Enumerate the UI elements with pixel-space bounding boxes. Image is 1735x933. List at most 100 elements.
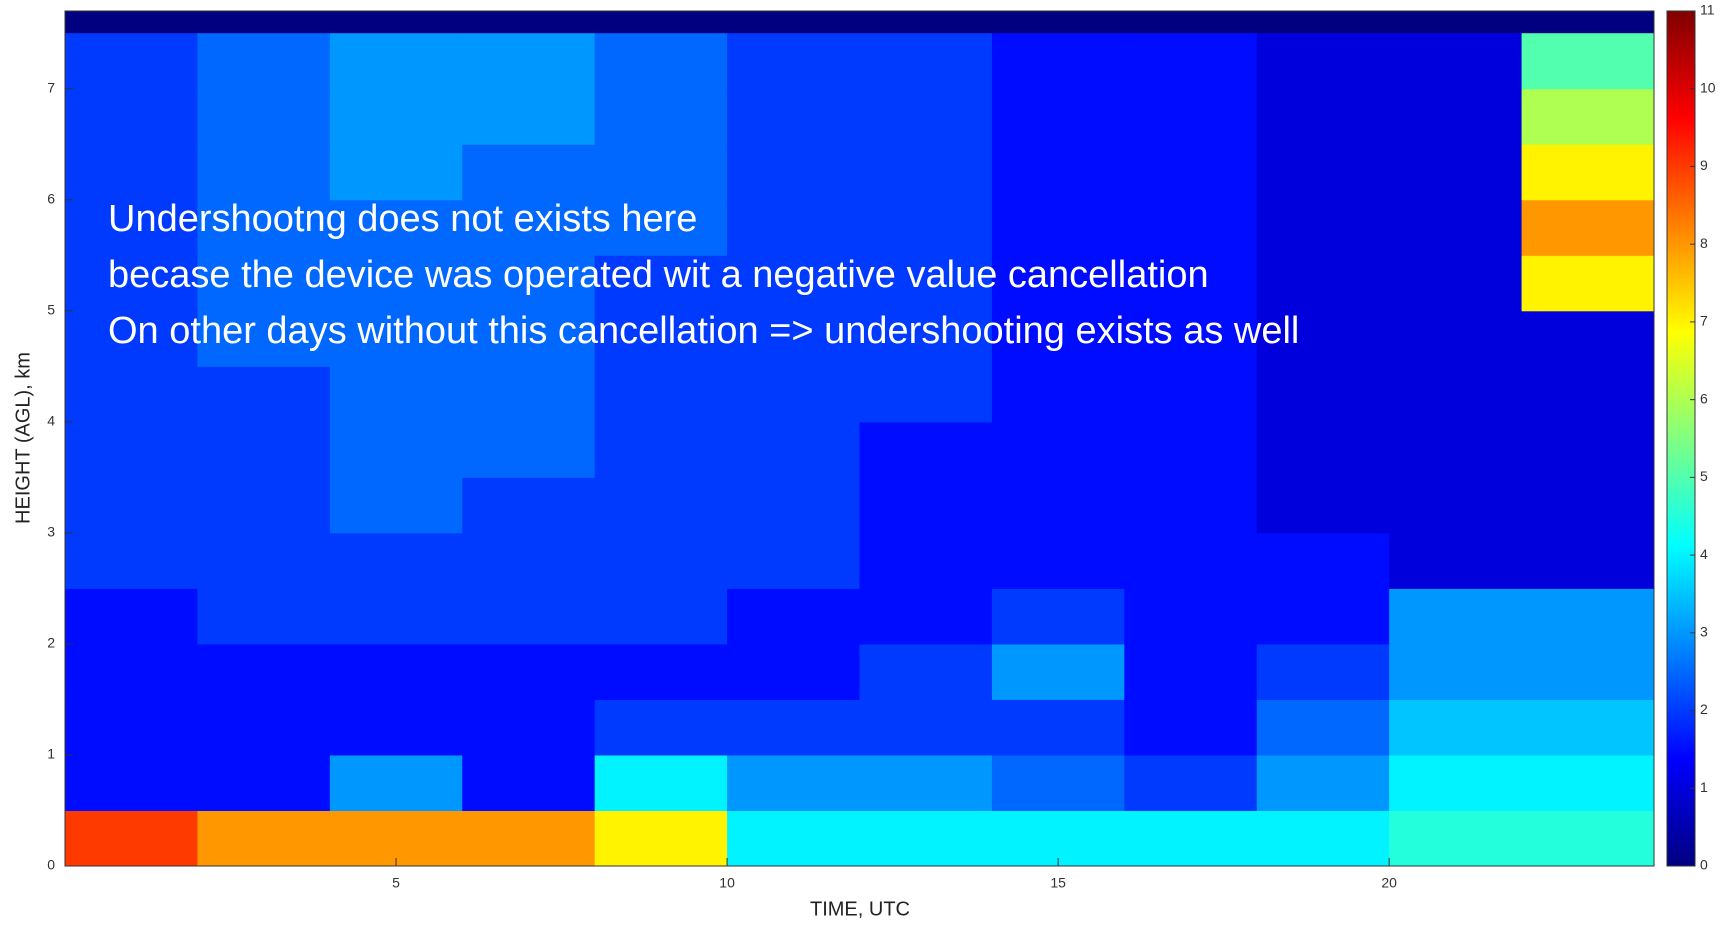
annotation: Undershootng does not exists here	[108, 198, 697, 240]
heatmap-cell	[1124, 699, 1258, 756]
heatmap-cell	[1256, 477, 1390, 534]
heatmap-cell	[991, 588, 1125, 645]
y-tick-label: 0	[47, 857, 55, 873]
heatmap-cell	[1256, 588, 1390, 645]
heatmap-cell	[462, 532, 596, 589]
heatmap-cell	[197, 310, 331, 367]
y-tick-label: 6	[47, 190, 55, 206]
heatmap-cell	[462, 810, 596, 866]
heatmap-cell	[859, 199, 993, 256]
heatmap-cell	[859, 643, 993, 700]
heatmap-cell	[1124, 366, 1258, 423]
heatmap-cell	[1124, 421, 1258, 478]
heatmap-cell	[1124, 588, 1258, 645]
heatmap-cell	[1124, 643, 1258, 700]
heatmap-cell	[859, 255, 993, 312]
heatmap-cell	[1521, 588, 1654, 645]
colorbar-tick-label: 5	[1700, 468, 1708, 484]
heatmap-cell	[329, 532, 463, 589]
heatmap-cell	[65, 144, 198, 201]
colorbar-tick-label: 6	[1700, 390, 1708, 406]
heatmap-cell	[1389, 810, 1523, 866]
heatmap-cell	[859, 310, 993, 367]
heatmap-cell	[329, 754, 463, 811]
heatmap-cell	[727, 421, 860, 478]
heatmap-cell	[991, 33, 1125, 90]
heatmap-cell	[329, 88, 463, 145]
heatmap-cell	[1521, 421, 1654, 478]
heatmap-cell	[197, 199, 331, 256]
heatmap-cell	[1389, 255, 1523, 312]
colorbar-tick-label: 1	[1700, 779, 1708, 795]
heatmap-cell	[594, 144, 728, 201]
heatmap-cell	[991, 754, 1125, 811]
heatmap-cell	[462, 88, 596, 145]
heatmap-cell	[594, 310, 728, 367]
heatmap-cell	[462, 199, 596, 256]
heatmap-cell	[65, 255, 198, 312]
heatmap-cell	[197, 754, 331, 811]
heatmap-cell	[329, 144, 463, 201]
heatmap-cell	[991, 421, 1125, 478]
heatmap-cell	[329, 421, 463, 478]
heatmap-cell	[859, 477, 993, 534]
heatmap-cell	[859, 532, 993, 589]
heatmap-cell	[329, 366, 463, 423]
y-tick-label: 5	[47, 302, 55, 318]
heatmap-cell	[1256, 88, 1390, 145]
heatmap-cell	[1256, 199, 1390, 256]
colorbar-tick-label: 9	[1700, 157, 1708, 173]
heatmap-cell	[329, 33, 463, 90]
heatmap-cell	[859, 33, 993, 90]
heatmap-cell	[1389, 144, 1523, 201]
colorbar-tick-label: 8	[1700, 235, 1708, 251]
heatmap-cell	[594, 810, 728, 866]
heatmap-cell	[991, 255, 1125, 312]
heatmap-cell	[1521, 144, 1654, 201]
colorbar-tick-label: 11	[1700, 2, 1715, 18]
heatmap-cell	[594, 199, 728, 256]
heatmap-cell	[1521, 532, 1654, 589]
heatmap-cell	[1124, 199, 1258, 256]
heatmap-cell	[859, 421, 993, 478]
heatmap-cell	[462, 366, 596, 423]
heatmap-cell	[1521, 199, 1654, 256]
heatmap-cell	[1256, 366, 1390, 423]
heatmap-cell	[1124, 310, 1258, 367]
heatmap-cell	[1124, 810, 1258, 866]
heatmap-cell	[1124, 33, 1258, 90]
heatmap-cell	[727, 88, 860, 145]
heatmap-cell	[594, 532, 728, 589]
heatmap-cell	[727, 199, 860, 256]
y-tick-label: 1	[47, 746, 55, 762]
heatmap-cell	[859, 754, 993, 811]
colorbar-tick-label: 10	[1700, 79, 1716, 95]
heatmap-cell	[1389, 477, 1523, 534]
heatmap-cell	[462, 33, 596, 90]
heatmap-cell	[1124, 255, 1258, 312]
heatmap-cell	[197, 810, 331, 866]
heatmap-cell	[65, 643, 198, 700]
heatmap-cell	[462, 643, 596, 700]
heatmap-cell	[462, 754, 596, 811]
heatmap-cell	[1256, 810, 1390, 866]
x-tick-label: 20	[1381, 875, 1397, 891]
heatmap-cell	[991, 144, 1125, 201]
heatmap-cell	[1256, 643, 1390, 700]
heatmap-cell	[991, 366, 1125, 423]
heatmap-cell	[197, 643, 331, 700]
y-tick-label: 3	[47, 524, 55, 540]
heatmap-cell	[1389, 754, 1523, 811]
heatmap-cell	[727, 255, 860, 312]
plot-frame	[64, 10, 1655, 867]
x-tick-label: 10	[719, 875, 735, 891]
heatmap-cell	[1256, 421, 1390, 478]
heatmap-cell	[329, 255, 463, 312]
heatmap-cell	[329, 199, 463, 256]
heatmap-cell	[859, 588, 993, 645]
annotation: becase the device was operated wit a neg…	[108, 254, 1209, 296]
heatmap-cell	[65, 754, 198, 811]
heatmap-cell	[1256, 754, 1390, 811]
